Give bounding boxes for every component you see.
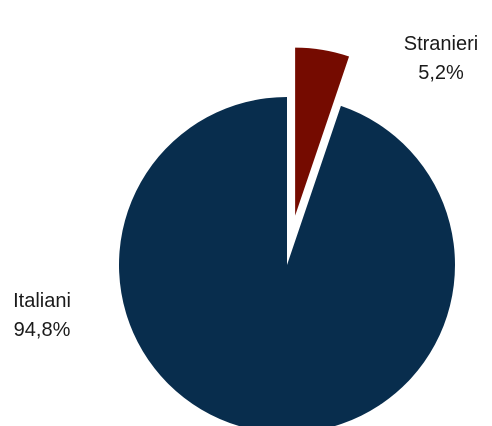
pie-slice-stranieri <box>295 47 350 216</box>
pie-slices <box>119 47 455 426</box>
label-stranieri: Stranieri 5,2% <box>404 33 478 84</box>
label-stranieri-value: 5,2% <box>418 62 464 84</box>
label-stranieri-name: Stranieri <box>404 33 478 55</box>
label-italiani: Italiani 94,8% <box>13 290 71 341</box>
label-italiani-name: Italiani <box>13 290 71 312</box>
label-italiani-value: 94,8% <box>14 319 71 341</box>
pie-slice-italiani <box>119 97 455 426</box>
